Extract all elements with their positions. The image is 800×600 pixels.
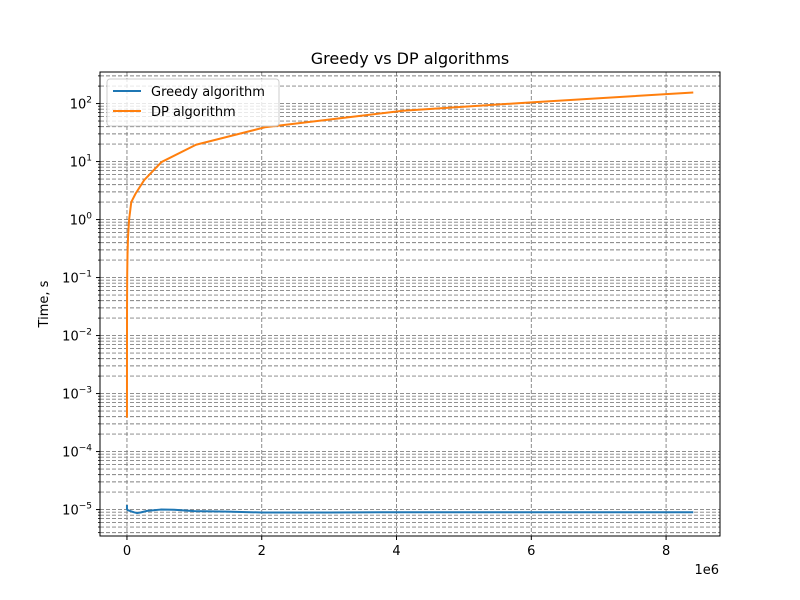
y-tick-label: 10−2 — [62, 328, 92, 345]
x-tick-label: 0 — [123, 544, 131, 559]
chart-title: Greedy vs DP algorithms — [311, 49, 510, 68]
y-tick-label: 101 — [70, 154, 92, 171]
y-tick-label: 10−1 — [62, 270, 92, 287]
y-tick-label: 10−3 — [62, 386, 92, 403]
x-tick-label: 6 — [527, 544, 535, 559]
y-tick-label: 10−4 — [62, 444, 92, 461]
legend-box — [106, 78, 280, 127]
series-layer — [125, 91, 694, 515]
legend-label-greedy: Greedy algorithm — [151, 85, 265, 100]
plot-frame — [99, 71, 721, 537]
x-tick-label: 8 — [662, 544, 670, 559]
series-line-dp — [125, 91, 694, 418]
x-tick-label: 2 — [258, 544, 266, 559]
y-tick-label: 102 — [70, 96, 92, 113]
legend: Greedy algorithm DP algorithm — [106, 78, 280, 127]
y-axis: 10−5 10−4 10−3 10−2 10−1 100 101 102 — [62, 75, 100, 534]
y-tick-label: 10−5 — [62, 502, 92, 519]
y-tick-label: 100 — [70, 212, 93, 229]
series-line-greedy — [125, 505, 694, 515]
y-axis-label: Time, s — [37, 280, 52, 328]
grid — [100, 72, 720, 536]
x-tick-label: 4 — [392, 544, 400, 559]
x-axis: 0 2 4 6 8 — [123, 536, 670, 559]
legend-label-dp: DP algorithm — [151, 105, 236, 120]
x-axis-offset-label: 1e6 — [694, 563, 719, 578]
